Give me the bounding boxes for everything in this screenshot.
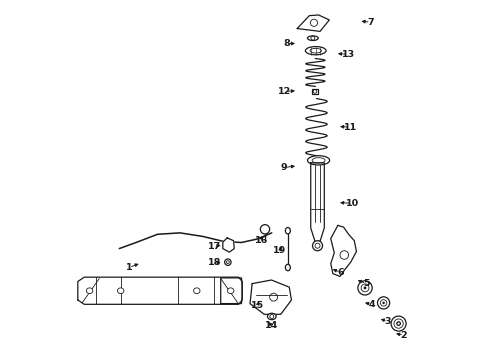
Text: 13: 13 — [342, 50, 355, 59]
Ellipse shape — [313, 241, 322, 251]
Text: 15: 15 — [251, 301, 264, 310]
Ellipse shape — [377, 297, 390, 309]
Ellipse shape — [285, 228, 291, 234]
Text: 17: 17 — [208, 242, 221, 251]
Polygon shape — [78, 277, 242, 304]
Ellipse shape — [308, 36, 318, 41]
Ellipse shape — [227, 288, 234, 294]
Text: 8: 8 — [284, 39, 291, 48]
Text: 19: 19 — [273, 246, 287, 255]
Circle shape — [260, 225, 270, 234]
Polygon shape — [311, 163, 324, 242]
Ellipse shape — [391, 316, 406, 331]
Text: 11: 11 — [344, 123, 357, 132]
Text: 9: 9 — [281, 163, 288, 172]
Ellipse shape — [397, 322, 400, 325]
Polygon shape — [331, 225, 356, 276]
Ellipse shape — [358, 281, 372, 295]
Text: 10: 10 — [345, 199, 359, 208]
Bar — [312, 89, 318, 94]
Ellipse shape — [305, 46, 326, 55]
Text: 5: 5 — [363, 279, 370, 288]
Text: 1: 1 — [125, 263, 132, 272]
Text: 6: 6 — [338, 268, 344, 277]
Ellipse shape — [86, 288, 93, 294]
Text: 4: 4 — [368, 300, 375, 309]
Polygon shape — [297, 15, 329, 31]
Ellipse shape — [285, 264, 291, 271]
Text: 7: 7 — [368, 18, 374, 27]
Ellipse shape — [382, 302, 385, 304]
Text: 2: 2 — [401, 331, 407, 340]
Ellipse shape — [118, 288, 124, 294]
Text: 14: 14 — [265, 321, 278, 330]
Ellipse shape — [224, 259, 231, 265]
Text: 18: 18 — [208, 258, 221, 267]
Ellipse shape — [308, 156, 330, 165]
Ellipse shape — [268, 313, 276, 320]
Ellipse shape — [194, 288, 200, 294]
Polygon shape — [250, 280, 292, 314]
Text: 16: 16 — [254, 235, 268, 244]
Polygon shape — [223, 238, 234, 252]
Polygon shape — [220, 278, 242, 303]
Text: 12: 12 — [278, 87, 292, 96]
Ellipse shape — [364, 287, 367, 289]
Text: 3: 3 — [385, 316, 391, 325]
